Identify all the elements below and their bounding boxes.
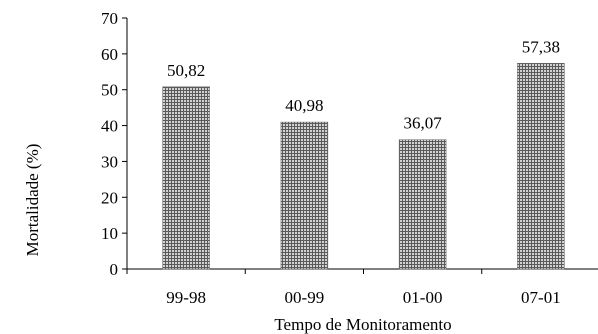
x-tick-label: 99-98 bbox=[166, 288, 206, 307]
y-axis-title: Mortalidade (%) bbox=[23, 144, 42, 257]
y-tick-label: 10 bbox=[101, 224, 118, 243]
bar bbox=[398, 139, 447, 270]
y-tick-label: 40 bbox=[101, 117, 118, 136]
y-tick-label: 70 bbox=[101, 9, 118, 28]
x-tick-label: 00-99 bbox=[285, 288, 325, 307]
bar bbox=[162, 86, 210, 270]
bar bbox=[280, 121, 329, 270]
x-tick-label: 07-01 bbox=[521, 288, 561, 307]
bar-value-label: 57,38 bbox=[522, 37, 560, 56]
bar-value-label: 36,07 bbox=[404, 114, 443, 133]
x-axis-title: Tempo de Monitoramento bbox=[274, 315, 451, 334]
bar bbox=[517, 63, 565, 270]
y-tick-label: 50 bbox=[101, 81, 118, 100]
bar-value-label: 40,98 bbox=[285, 96, 323, 115]
bar-value-label: 50,82 bbox=[167, 61, 205, 80]
labels: 0 10 20 30 40 50 60 70 50,82 99-98 40,98 00-99 36,07… bbox=[101, 9, 561, 307]
bars bbox=[162, 63, 565, 270]
y-tick-label: 20 bbox=[101, 188, 118, 207]
y-tick-label: 30 bbox=[101, 152, 118, 171]
y-tick-label: 0 bbox=[110, 260, 119, 279]
x-tick-label: 01-00 bbox=[403, 288, 443, 307]
y-tick-label: 60 bbox=[101, 45, 118, 64]
